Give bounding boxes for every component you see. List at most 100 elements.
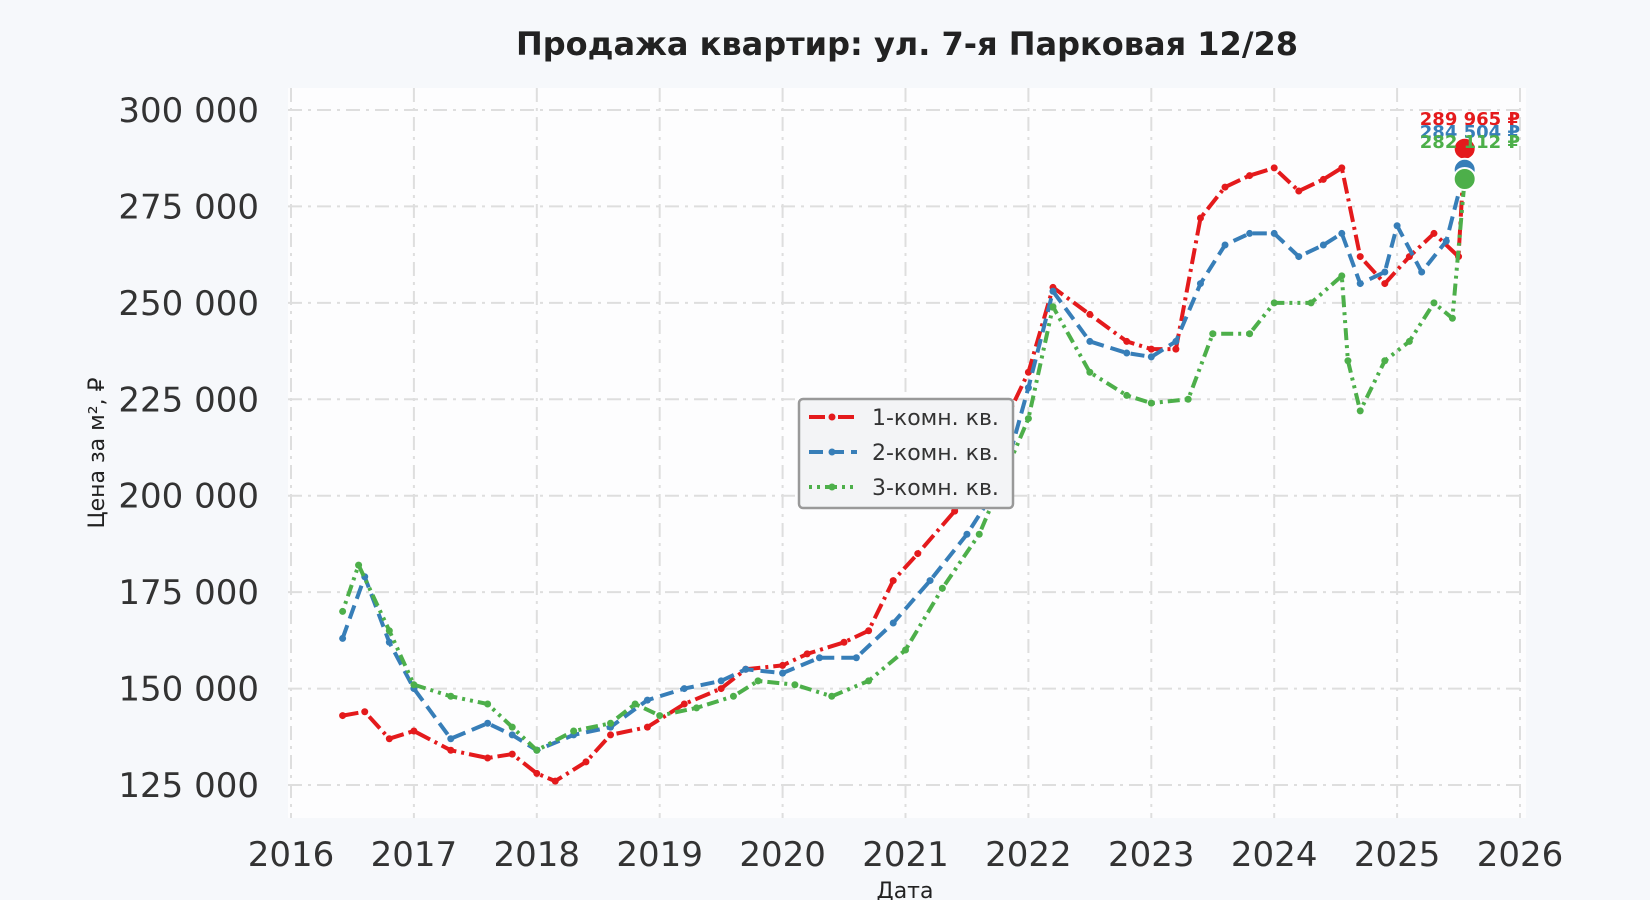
data-point <box>355 561 363 569</box>
series-line-3 <box>340 178 1467 753</box>
data-point <box>680 685 688 693</box>
data-point <box>717 685 725 693</box>
data-point <box>1221 241 1229 249</box>
data-point <box>1338 272 1346 280</box>
y-tick-label: 250 000 <box>118 284 259 324</box>
data-point <box>779 661 787 669</box>
y-axis-ticks: 125 000 150 000 175 000 200 000 225 000 250 0… <box>118 91 259 806</box>
data-point <box>1442 237 1450 245</box>
data-point <box>742 665 750 673</box>
data-point <box>779 669 787 677</box>
data-point <box>865 677 873 685</box>
data-point <box>1319 175 1327 183</box>
data-point <box>1147 353 1155 361</box>
data-point <box>1184 395 1192 403</box>
y-tick-label: 300 000 <box>118 91 259 131</box>
data-point <box>551 777 559 785</box>
end-label-3: 282 112 ₽ <box>1420 132 1520 153</box>
data-point <box>1086 310 1094 318</box>
data-point <box>656 712 664 720</box>
data-point <box>1049 287 1057 295</box>
data-point <box>533 769 541 777</box>
data-point <box>339 712 347 720</box>
y-tick-label: 125 000 <box>118 766 259 806</box>
data-point <box>1448 314 1456 322</box>
data-point <box>914 550 922 558</box>
end-marker-3 <box>1452 166 1477 191</box>
data-point <box>729 692 737 700</box>
data-point <box>1196 280 1204 288</box>
data-point <box>1209 330 1217 338</box>
data-point <box>889 577 897 585</box>
data-point <box>717 677 725 685</box>
data-point <box>1405 337 1413 345</box>
legend-label-3: 3-комн. кв. <box>872 476 999 501</box>
data-point <box>1338 164 1346 172</box>
legend-swatch-marker <box>828 448 836 456</box>
x-axis-ticks: 2016 2017 2018 2019 2020 2021 2022 2023 2024 2025… <box>248 835 1564 875</box>
data-point <box>889 619 897 627</box>
legend-label-2: 2-комн. кв. <box>872 441 999 466</box>
chart-title: Продажа квартир: ул. 7-я Парковая 12/28 <box>516 25 1298 63</box>
x-tick-label: 2023 <box>1108 835 1195 875</box>
data-point <box>1172 337 1180 345</box>
data-point <box>1086 368 1094 376</box>
data-point <box>1246 172 1254 180</box>
data-point <box>643 723 651 731</box>
data-point <box>631 700 639 708</box>
data-point <box>447 692 455 700</box>
data-point <box>1295 187 1303 195</box>
data-point <box>1381 268 1389 276</box>
x-tick-label: 2022 <box>985 835 1072 875</box>
data-point <box>1356 253 1364 261</box>
data-point <box>1270 299 1278 307</box>
data-point <box>1123 337 1131 345</box>
data-point <box>1418 268 1426 276</box>
data-point <box>508 731 516 739</box>
x-tick-label: 2020 <box>739 835 826 875</box>
data-point <box>1319 241 1327 249</box>
x-tick-label: 2016 <box>248 835 335 875</box>
data-point <box>926 577 934 585</box>
legend: 1-комн. кв. 2-комн. кв. 3-комн. кв. <box>797 397 1015 510</box>
data-point <box>828 692 836 700</box>
data-point <box>1344 357 1352 365</box>
data-point <box>508 750 516 758</box>
data-point <box>1430 299 1438 307</box>
legend-swatch-marker <box>828 413 836 421</box>
data-point <box>902 646 909 654</box>
data-point <box>680 700 688 708</box>
data-point <box>865 627 873 635</box>
data-point <box>1430 229 1438 237</box>
x-tick-label: 2019 <box>616 835 703 875</box>
data-point <box>1024 368 1032 376</box>
data-point <box>533 746 541 754</box>
data-point <box>484 719 492 727</box>
series-line-1 <box>342 148 1467 784</box>
data-point <box>1147 399 1155 407</box>
y-tick-label: 275 000 <box>118 187 259 227</box>
data-point <box>1024 384 1032 392</box>
data-point <box>484 700 492 708</box>
data-point <box>791 681 799 689</box>
data-point <box>1049 303 1057 311</box>
x-tick-label: 2025 <box>1354 835 1441 875</box>
data-point <box>1295 253 1303 261</box>
data-point <box>1356 280 1364 288</box>
data-point <box>815 654 823 662</box>
data-point <box>361 708 369 716</box>
data-point <box>693 704 701 712</box>
data-point <box>385 627 393 635</box>
data-point <box>1307 299 1315 307</box>
data-point <box>938 584 946 592</box>
data-point <box>607 731 615 739</box>
data-point <box>754 677 762 685</box>
data-point <box>582 758 590 766</box>
y-tick-label: 200 000 <box>118 477 259 517</box>
y-tick-label: 175 000 <box>118 573 259 613</box>
data-point <box>1356 407 1364 415</box>
y-tick-label: 150 000 <box>118 670 259 710</box>
y-axis-label: Цена за м², ₽ <box>85 377 110 528</box>
data-point <box>410 727 418 735</box>
